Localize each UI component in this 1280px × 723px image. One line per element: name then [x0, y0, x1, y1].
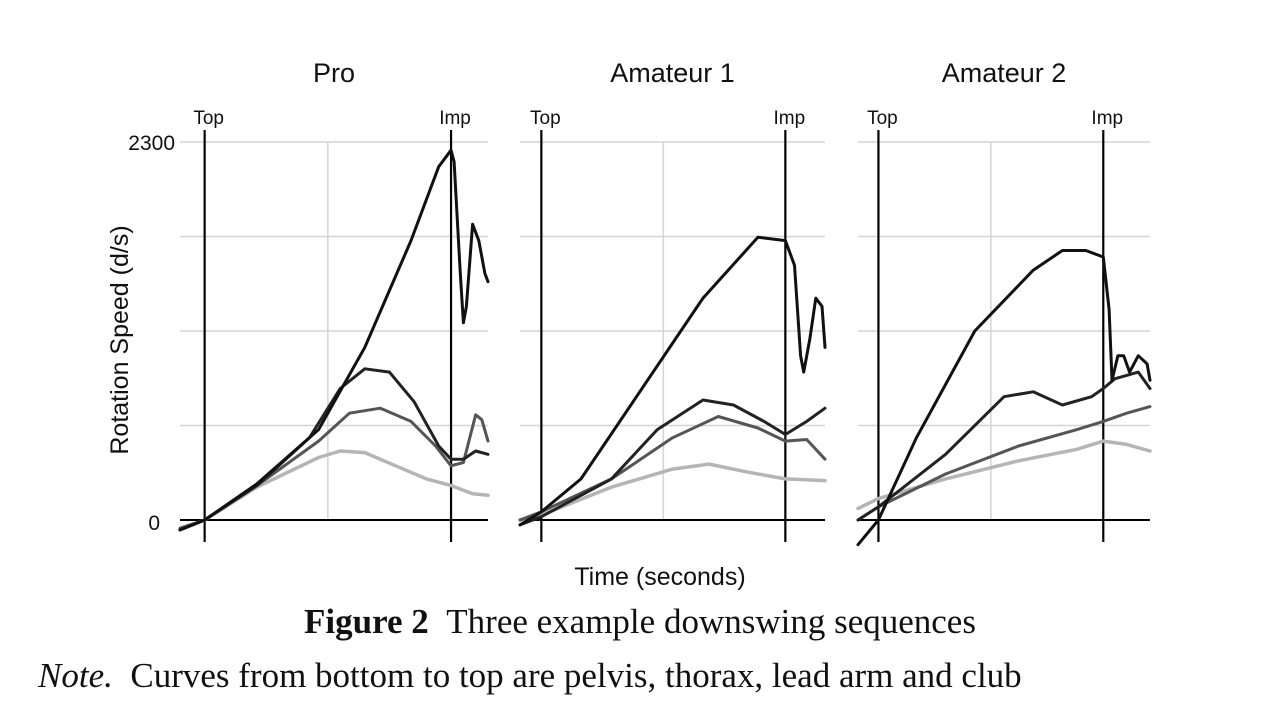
- series-line-lead-arm: [856, 370, 1152, 522]
- figure-label: Figure 2: [304, 602, 429, 641]
- top-marker-label: Top: [530, 108, 561, 129]
- series-line-club: [856, 249, 1152, 547]
- panel-amateur-1: Top Imp Amateur 1: [518, 58, 827, 542]
- series-line-thorax: [856, 405, 1152, 522]
- top-marker-label: Top: [193, 108, 224, 129]
- figure-title: Three example downswing sequences: [446, 602, 976, 641]
- impact-marker-label: Imp: [439, 108, 471, 129]
- top-marker-label: Top: [867, 108, 898, 129]
- series-line-lead-arm: [518, 398, 827, 527]
- series-line-club: [518, 235, 827, 527]
- figure-caption: Figure 2 Three example downswing sequenc…: [0, 602, 1280, 642]
- chart-panels: Top Imp Pro Top Imp Amateur 1 Top Imp Amateur 2: [178, 58, 1152, 547]
- series-line-club: [178, 148, 490, 532]
- note-text: Curves from bottom to top are pelvis, th…: [130, 656, 1022, 695]
- y-tick-zero: 0: [148, 512, 160, 535]
- x-axis-label: Time (seconds): [574, 563, 745, 591]
- series-line-pelvis: [178, 449, 490, 532]
- impact-marker-label: Imp: [1091, 108, 1123, 129]
- panel-title: Pro: [313, 58, 355, 88]
- series-line-thorax: [518, 415, 827, 522]
- y-axis-label: Rotation Speed (d/s): [106, 225, 134, 454]
- panel-title: Amateur 1: [610, 58, 735, 88]
- panel-title: Amateur 2: [942, 58, 1067, 88]
- note-label: Note.: [38, 656, 113, 695]
- panel-pro: Top Imp Pro: [178, 58, 490, 542]
- impact-marker-label: Imp: [774, 108, 806, 129]
- figure-note: Note. Curves from bottom to top are pelv…: [2, 656, 1280, 696]
- y-tick-max: 2300: [128, 132, 175, 155]
- panel-amateur-2: Top Imp Amateur 2: [856, 58, 1152, 547]
